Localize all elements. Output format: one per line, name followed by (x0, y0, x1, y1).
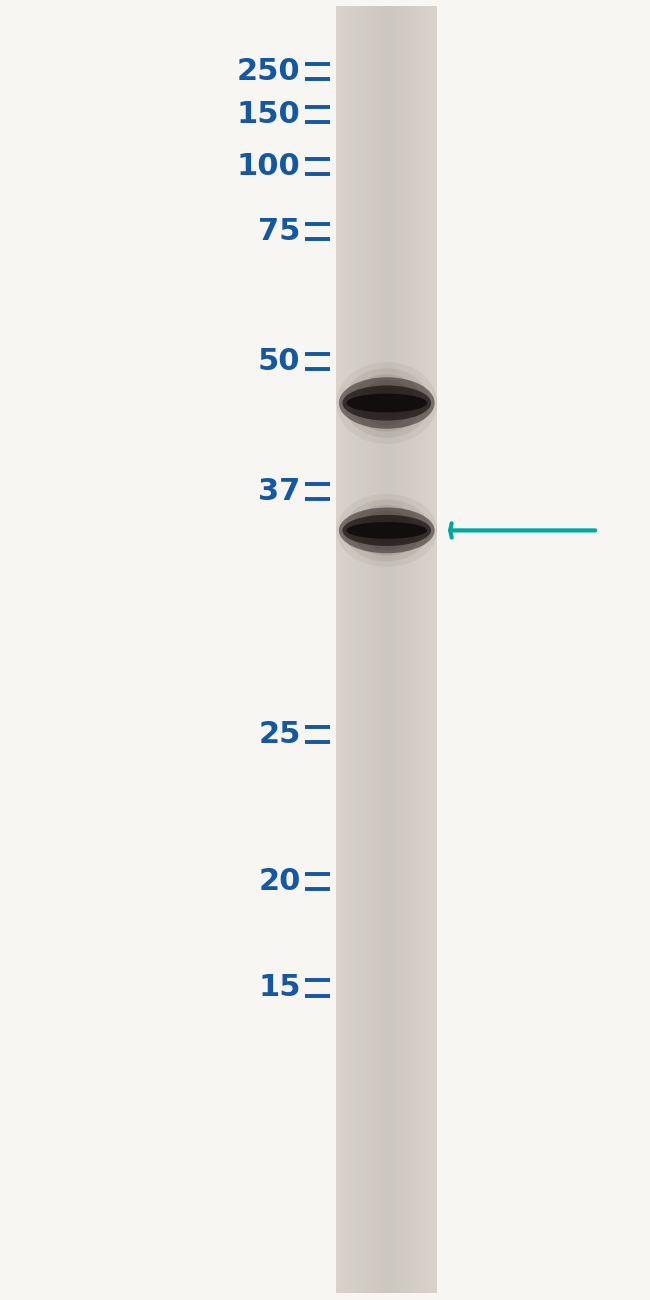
Ellipse shape (337, 363, 437, 445)
Ellipse shape (344, 499, 430, 562)
Text: 37: 37 (259, 477, 300, 506)
Ellipse shape (352, 374, 422, 432)
Text: 150: 150 (237, 100, 300, 129)
Text: 100: 100 (237, 152, 300, 181)
Ellipse shape (352, 504, 422, 556)
Ellipse shape (367, 386, 407, 420)
Ellipse shape (343, 386, 431, 421)
Ellipse shape (359, 381, 415, 425)
Ellipse shape (339, 507, 435, 554)
Ellipse shape (367, 516, 407, 545)
Text: 75: 75 (258, 217, 300, 246)
Text: 50: 50 (258, 347, 300, 376)
Text: 25: 25 (258, 720, 300, 749)
Ellipse shape (346, 394, 427, 412)
Text: 250: 250 (237, 57, 300, 86)
Text: 15: 15 (258, 974, 300, 1002)
Ellipse shape (346, 523, 427, 538)
Ellipse shape (359, 511, 415, 550)
Ellipse shape (339, 377, 435, 429)
Ellipse shape (337, 494, 437, 567)
Ellipse shape (343, 515, 431, 546)
Ellipse shape (344, 368, 430, 438)
Text: 20: 20 (258, 867, 300, 896)
